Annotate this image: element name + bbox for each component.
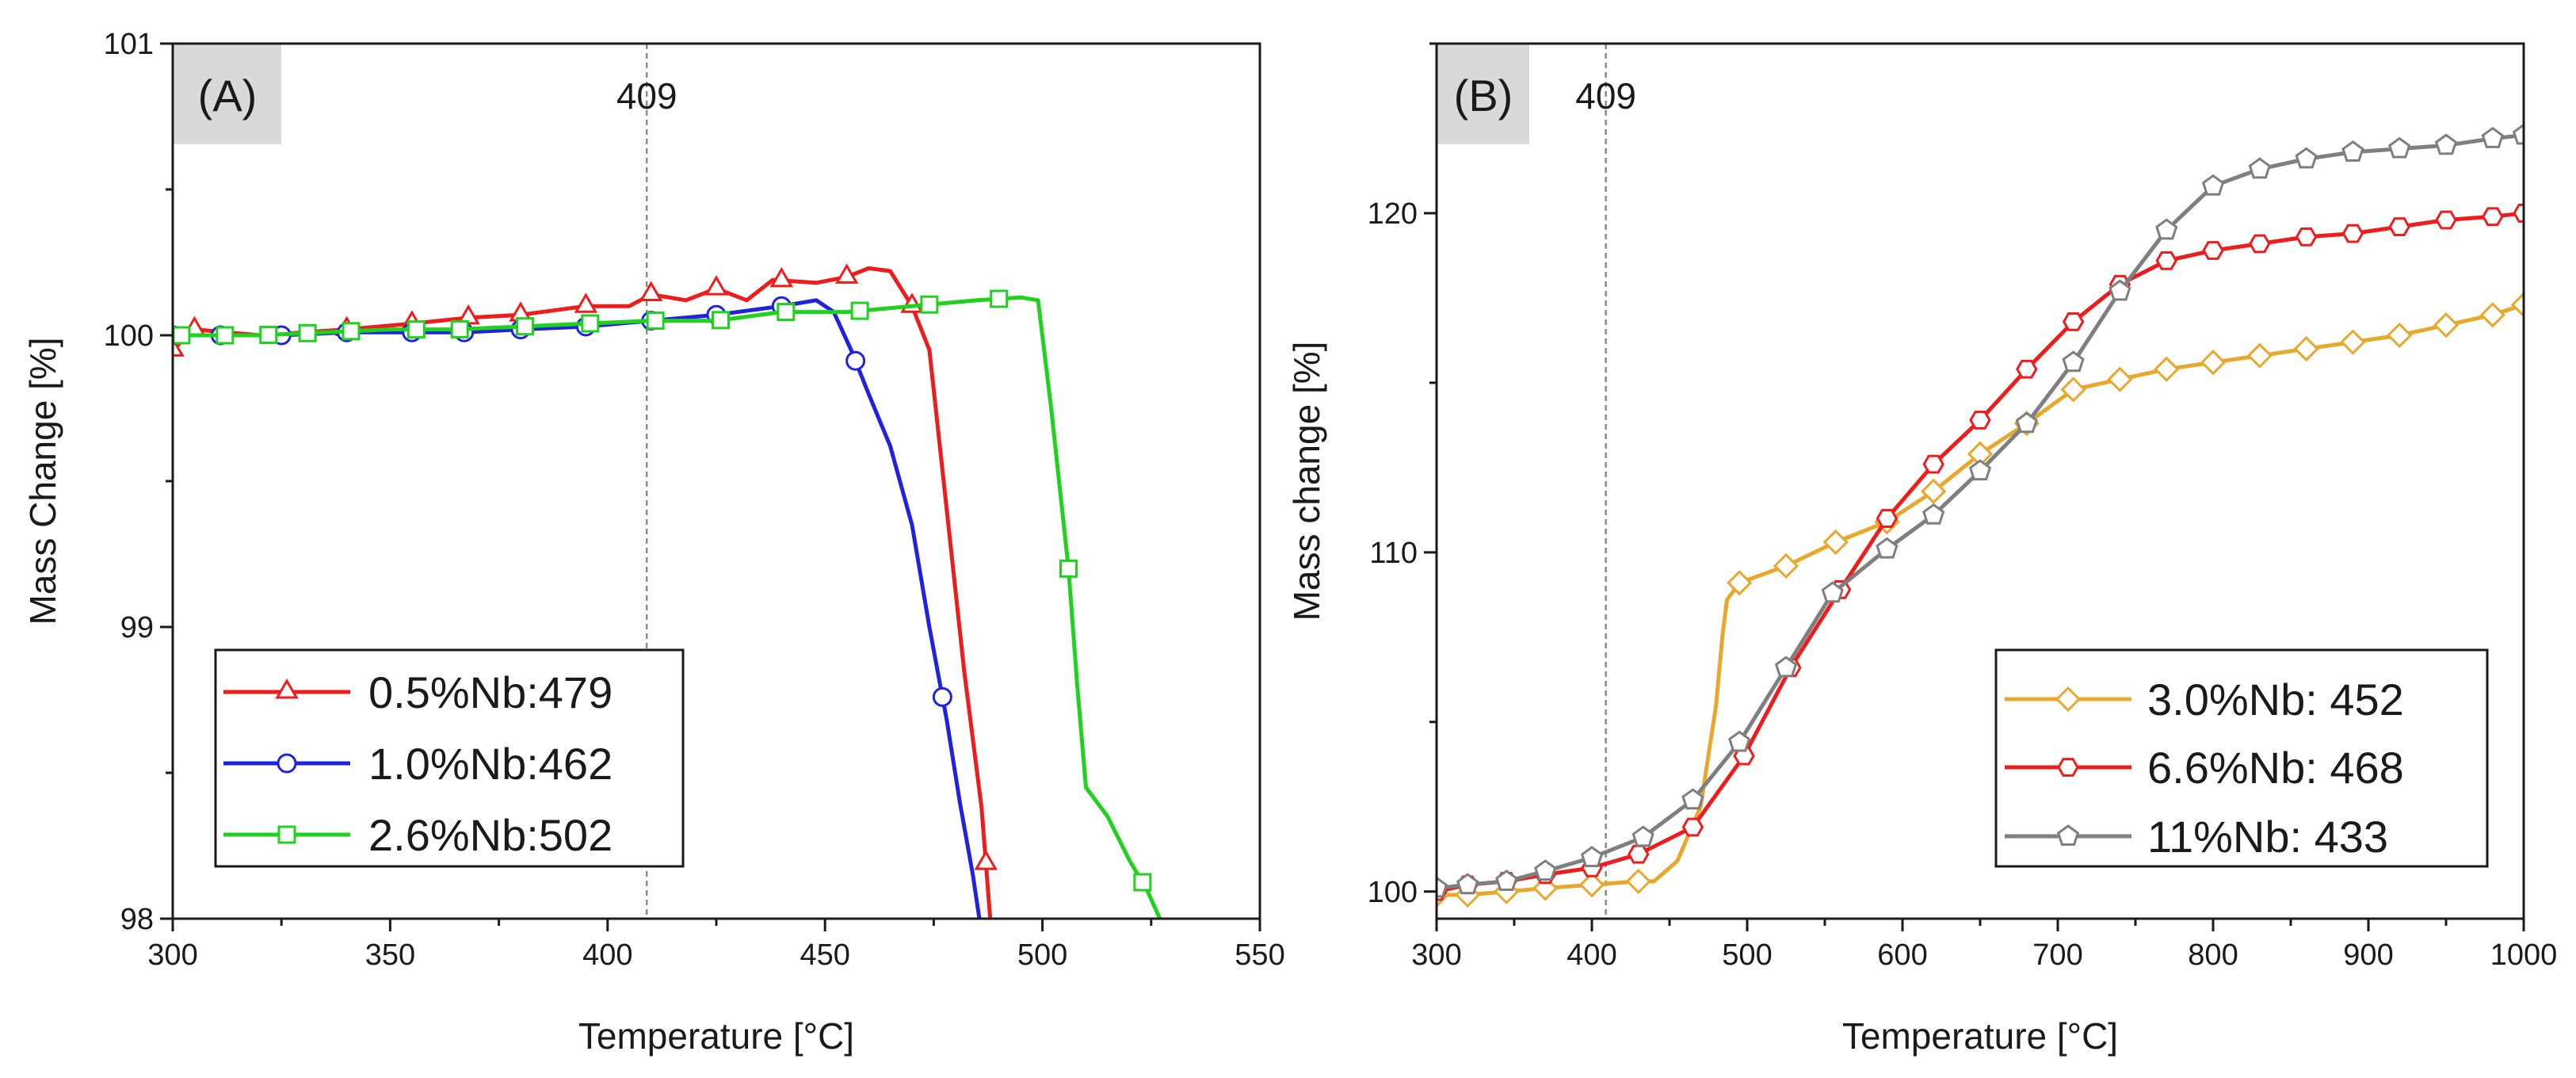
panel-a-series-1-marker-12	[933, 688, 951, 705]
panel-b-legend-marker-1	[2059, 759, 2078, 776]
panel-b-ytick-label-110: 110	[1369, 537, 1418, 570]
panel-a-vline-label: 409	[616, 75, 677, 117]
panel-a-series-2-marker-3	[300, 325, 315, 341]
panel-a-series-2-marker-9	[647, 313, 663, 329]
panel-a-ytick-label-100: 100	[104, 319, 154, 353]
panel-b-series-1-marker-18	[2250, 235, 2269, 252]
panel-a-xtick-label-500: 500	[1017, 938, 1067, 972]
panel-a-series-2-marker-4	[343, 323, 359, 339]
panel-b-series-1-marker-17	[2204, 243, 2223, 259]
panel-b-legend-label-0: 3.0%Nb: 452	[2147, 675, 2404, 724]
panel-a-series-2-marker-5	[408, 322, 424, 338]
panel-b-series-1-marker-10	[1877, 510, 1896, 527]
panel-a-series-2-marker-13	[922, 296, 937, 312]
panel-a-legend-label-1: 1.0%Nb:462	[368, 739, 613, 789]
figure: (A) 409 300 350 400 450 500 550 98 99 100 101 Tem…	[0, 0, 2576, 1078]
panel-b-xtick-label-700: 700	[2032, 938, 2082, 972]
panel-a-legend-label-0: 0.5%Nb:479	[368, 667, 613, 717]
panel-b-xtick-label-600: 600	[1877, 938, 1927, 972]
panel-b-label: (B)	[1454, 71, 1513, 120]
panel-a-series-1-marker-11	[847, 352, 864, 369]
panel-b-legend-entries: 3.0%Nb: 452 6.6%Nb: 468 11%Nb: 433	[2005, 675, 2404, 862]
panel-b-series-1-marker-19	[2297, 229, 2316, 246]
panel-a-legend: 0.5%Nb:479 1.0%Nb:462 2.6%Nb:502	[216, 650, 683, 866]
panel-a-series-2-marker-7	[517, 319, 533, 334]
panel-b-series-1-marker-6	[1683, 819, 1702, 835]
panel-a-x-axis-title: Temperature [°C]	[578, 1015, 854, 1057]
panel-a-legend-marker-1	[278, 755, 296, 772]
panel-a-series-2-marker-16	[1135, 874, 1151, 890]
panel-a-xtick-label-450: 450	[800, 938, 849, 972]
panel-b-legend-label-1: 6.6%Nb: 468	[2147, 743, 2404, 793]
panel-a-y-axis-title: Mass Change [%]	[22, 337, 63, 625]
panel-b-series-1-marker-23	[2483, 208, 2502, 225]
panel-a-xtick-label-550: 550	[1235, 938, 1284, 972]
panel-a-label: (A)	[198, 71, 258, 120]
panel-a-xtick-label-300: 300	[147, 938, 197, 972]
panel-a-series-2-marker-1	[217, 327, 233, 343]
panel-b-series-1-marker-22	[2437, 212, 2456, 228]
panel-a-series-2-marker-8	[582, 315, 598, 331]
panel-b-series-1-marker-5	[1629, 846, 1648, 862]
panel-a-legend-marker-2	[279, 827, 295, 843]
panel-a-series-2-marker-10	[712, 312, 728, 328]
panel-a-ytick-label-99: 99	[120, 611, 154, 644]
panel-a-ytick-label-98: 98	[120, 903, 154, 936]
panel-b-xtick-label-1000: 1000	[2490, 938, 2558, 972]
panel-a-xtick-label-400: 400	[582, 938, 632, 972]
panel-b-xtick-label-300: 300	[1411, 938, 1461, 972]
panel-b-vline-label: 409	[1575, 75, 1636, 117]
panel-a-xtick-label-350: 350	[365, 938, 415, 972]
panel-a-legend-label-2: 2.6%Nb:502	[368, 810, 613, 860]
panel-b-series-1-marker-21	[2390, 219, 2409, 235]
panel-b-series-1-marker-11	[1924, 456, 1943, 472]
panel-a-ytick-label-101: 101	[104, 28, 154, 61]
panel-b-series-1-marker-13	[2017, 361, 2036, 377]
panel-b-xtick-label-400: 400	[1567, 938, 1616, 972]
panel-b-series-1-marker-14	[2064, 313, 2083, 330]
panel-b-legend: 3.0%Nb: 452 6.6%Nb: 468 11%Nb: 433	[1996, 650, 2487, 866]
panel-a-series-2-marker-12	[852, 303, 868, 319]
panel-b-series-1-marker-16	[2157, 252, 2176, 269]
panel-a-series-2-marker-11	[778, 304, 794, 320]
panel-b-xtick-label-800: 800	[2188, 938, 2238, 972]
panel-a-series-2-marker-6	[452, 321, 467, 337]
panel-b-y-axis-title: Mass change [%]	[1286, 342, 1327, 621]
panel-b-xtick-label-900: 900	[2343, 938, 2393, 972]
panel-a-series-2-marker-15	[1061, 560, 1077, 576]
panel-b-xtick-label-500: 500	[1722, 938, 1772, 972]
panel-a-series-2-marker-2	[261, 327, 277, 343]
panel-a-series-2-marker-14	[991, 291, 1007, 307]
panel-b-ytick-label-120: 120	[1368, 197, 1418, 231]
panel-a-series-2-marker-0	[174, 327, 189, 343]
panel-a-legend-entries: 0.5%Nb:479 1.0%Nb:462 2.6%Nb:502	[223, 667, 613, 860]
panel-b-series-1-marker-20	[2343, 225, 2362, 242]
panel-b-x-axis-title: Temperature [°C]	[1842, 1015, 2118, 1057]
panel-b-legend-label-2: 11%Nb: 433	[2147, 812, 2388, 862]
panel-b-series-1-marker-12	[1971, 412, 1990, 429]
panel-b-ytick-label-100: 100	[1368, 876, 1418, 909]
